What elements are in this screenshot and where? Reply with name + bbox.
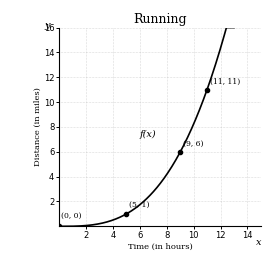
Title: Running: Running: [133, 14, 187, 26]
Text: (9, 6): (9, 6): [183, 140, 203, 148]
Text: f(x): f(x): [140, 130, 157, 139]
Text: (11, 11): (11, 11): [210, 78, 240, 86]
Text: (5, 1): (5, 1): [129, 201, 150, 209]
Y-axis label: Distance (in miles): Distance (in miles): [34, 87, 42, 166]
Text: (0, 0): (0, 0): [61, 212, 82, 220]
X-axis label: Time (in hours): Time (in hours): [128, 243, 192, 251]
Text: y: y: [44, 21, 50, 30]
Text: x: x: [256, 238, 261, 247]
